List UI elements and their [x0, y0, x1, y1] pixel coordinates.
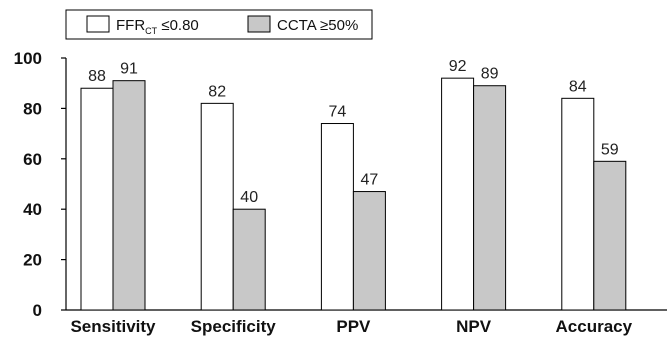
- data-label: 40: [240, 189, 258, 206]
- x-tick-label: Sensitivity: [70, 317, 156, 336]
- x-tick-label: Accuracy: [556, 317, 633, 336]
- y-tick-label: 0: [33, 301, 42, 320]
- bar: [473, 85, 507, 311]
- bar: [80, 87, 114, 311]
- x-tick-label: PPV: [336, 317, 371, 336]
- bar: [112, 80, 146, 311]
- bar: [352, 191, 386, 311]
- legend-swatch-ccta: [247, 15, 271, 33]
- legend-label-ccta: CCTA ≥50%: [277, 17, 358, 34]
- legend-label-ffrct: FFRCT ≤0.80: [116, 17, 199, 36]
- data-label: 88: [88, 68, 106, 85]
- legend-swatch-ffrct: [86, 15, 110, 33]
- x-tick-label: NPV: [456, 317, 492, 336]
- y-tick-label: 40: [23, 200, 42, 219]
- data-label: 92: [449, 58, 467, 75]
- y-tick-label: 100: [14, 49, 42, 68]
- data-label: 59: [601, 141, 619, 158]
- bar: [200, 102, 234, 311]
- legend: FFRCT ≤0.80 CCTA ≥50%: [65, 9, 373, 40]
- y-tick-label: 80: [23, 99, 42, 118]
- data-label: 89: [481, 66, 499, 83]
- data-label: 82: [208, 83, 226, 100]
- data-label: 47: [361, 172, 379, 189]
- bar: [593, 160, 627, 311]
- bar: [441, 77, 475, 311]
- y-tick-label: 60: [23, 150, 42, 169]
- data-label: 84: [569, 78, 587, 95]
- x-tick-label: Specificity: [191, 317, 277, 336]
- bar: [232, 208, 266, 311]
- data-label: 74: [329, 104, 347, 121]
- bar: [561, 97, 595, 311]
- legend-box: [65, 9, 373, 40]
- plot-area: 0 20 40 60 80 100 88 91 Sensitivity 82 40 Specifici…: [14, 49, 667, 336]
- bar: [320, 123, 354, 311]
- y-tick-label: 20: [23, 251, 42, 270]
- data-label: 91: [120, 61, 138, 78]
